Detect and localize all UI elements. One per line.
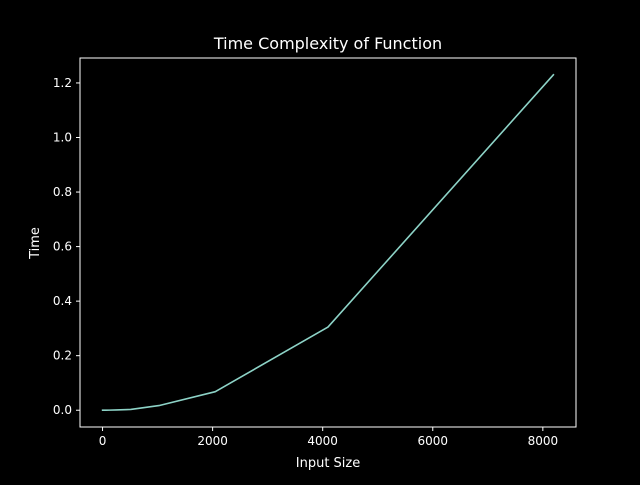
y-tick-label: 0.6 <box>53 240 72 254</box>
x-tick-label: 8000 <box>528 434 559 448</box>
chart-title: Time Complexity of Function <box>213 34 442 53</box>
y-tick-label: 0.2 <box>53 349 72 363</box>
x-tick-label: 2000 <box>197 434 228 448</box>
y-tick-label: 0.8 <box>53 185 72 199</box>
plot-area: 0 2000 4000 6000 8000 0.0 0.2 0.4 0.6 0.8 1.0 1.2 <box>53 57 577 448</box>
x-tick-label: 4000 <box>307 434 338 448</box>
y-tick-label: 0.0 <box>53 403 72 417</box>
y-axis-label: Time <box>28 227 43 260</box>
x-tick-label: 0 <box>99 434 107 448</box>
y-tick-label: 1.0 <box>53 131 72 145</box>
axes-frame <box>79 57 577 428</box>
y-tick-label: 1.2 <box>53 76 72 90</box>
y-tick-label: 0.4 <box>53 294 72 308</box>
series-line-0 <box>101 73 555 412</box>
x-tick-label: 6000 <box>417 434 448 448</box>
x-axis-label: Input Size <box>296 456 360 471</box>
